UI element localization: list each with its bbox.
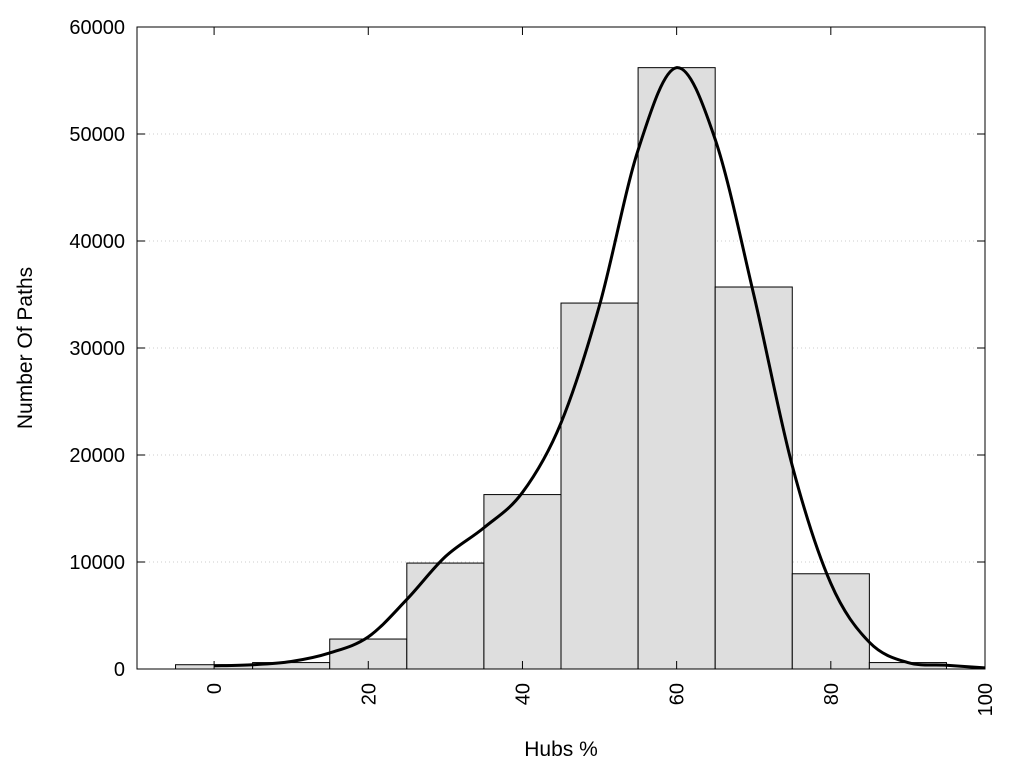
y-tick-label: 20000 xyxy=(69,445,125,467)
density-curve-layer xyxy=(214,66,986,670)
histogram-bar xyxy=(714,286,793,670)
y-tick-label: 30000 xyxy=(69,338,125,360)
y-tick-label: 40000 xyxy=(69,231,125,253)
x-tick-label: 40 xyxy=(512,683,534,705)
histogram-bars xyxy=(175,67,947,670)
histogram-bar xyxy=(560,302,639,670)
x-tick-label: 60 xyxy=(667,683,689,705)
x-tick-label: 100 xyxy=(975,683,997,716)
y-tick-label: 50000 xyxy=(69,124,125,146)
histogram-bar xyxy=(483,494,562,670)
histogram-bar xyxy=(637,67,716,670)
y-axis-title: Number Of Paths xyxy=(14,267,37,429)
histogram-bar xyxy=(406,562,485,670)
y-tick-label: 60000 xyxy=(69,17,125,39)
y-tick-label: 10000 xyxy=(69,552,125,574)
density-curve xyxy=(214,66,986,670)
x-axis: 0 20 40 60 80 100 xyxy=(204,27,997,716)
y-tick-label: 0 xyxy=(114,659,125,681)
y-axis: 0 10000 20000 30000 40000 50000 60000 xyxy=(69,17,985,681)
x-tick-label: 20 xyxy=(358,683,380,705)
x-tick-label: 0 xyxy=(204,683,226,694)
x-axis-title: Hubs % xyxy=(524,738,598,761)
x-tick-label: 80 xyxy=(821,683,843,705)
histogram-bar xyxy=(791,573,870,670)
